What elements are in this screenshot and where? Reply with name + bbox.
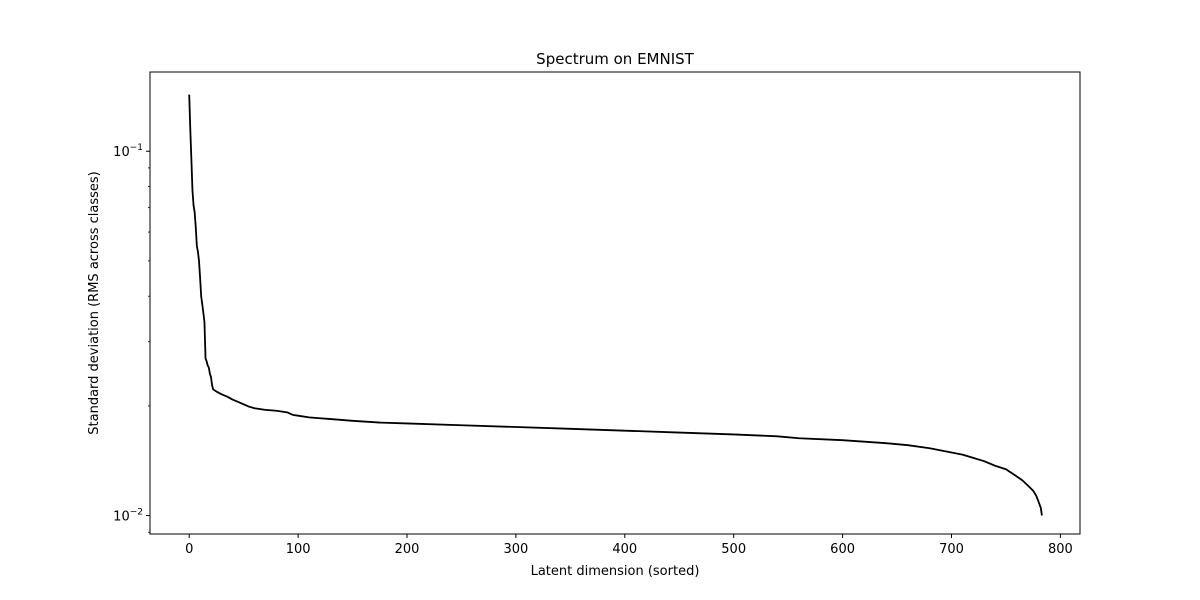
series-line-0: [188, 94, 1043, 516]
x-axis-label: Latent dimension (sorted): [531, 564, 700, 579]
axis-ticks: 0 100 200 300 400 500 600 700 800 10−1 10−2: [113, 143, 1073, 557]
plot-frame: [149, 71, 1081, 535]
x-tick-label: 200: [395, 542, 420, 557]
x-tick-label: 600: [830, 542, 855, 557]
x-tick-label: 400: [612, 542, 637, 557]
x-tick-label: 0: [185, 542, 193, 557]
x-tick-label: 800: [1048, 542, 1073, 557]
y-axis-label: Standard deviation (RMS across classes): [87, 171, 102, 434]
x-tick-label: 700: [939, 542, 964, 557]
x-tick-label: 500: [721, 542, 746, 557]
x-tick-label: 100: [286, 542, 311, 557]
x-tick-label: 300: [503, 542, 528, 557]
y-tick-label: 10−2: [113, 508, 143, 525]
chart-title: Spectrum on EMNIST: [536, 50, 694, 68]
plot-area: [188, 94, 1043, 516]
y-tick-label: 10−1: [113, 143, 143, 160]
